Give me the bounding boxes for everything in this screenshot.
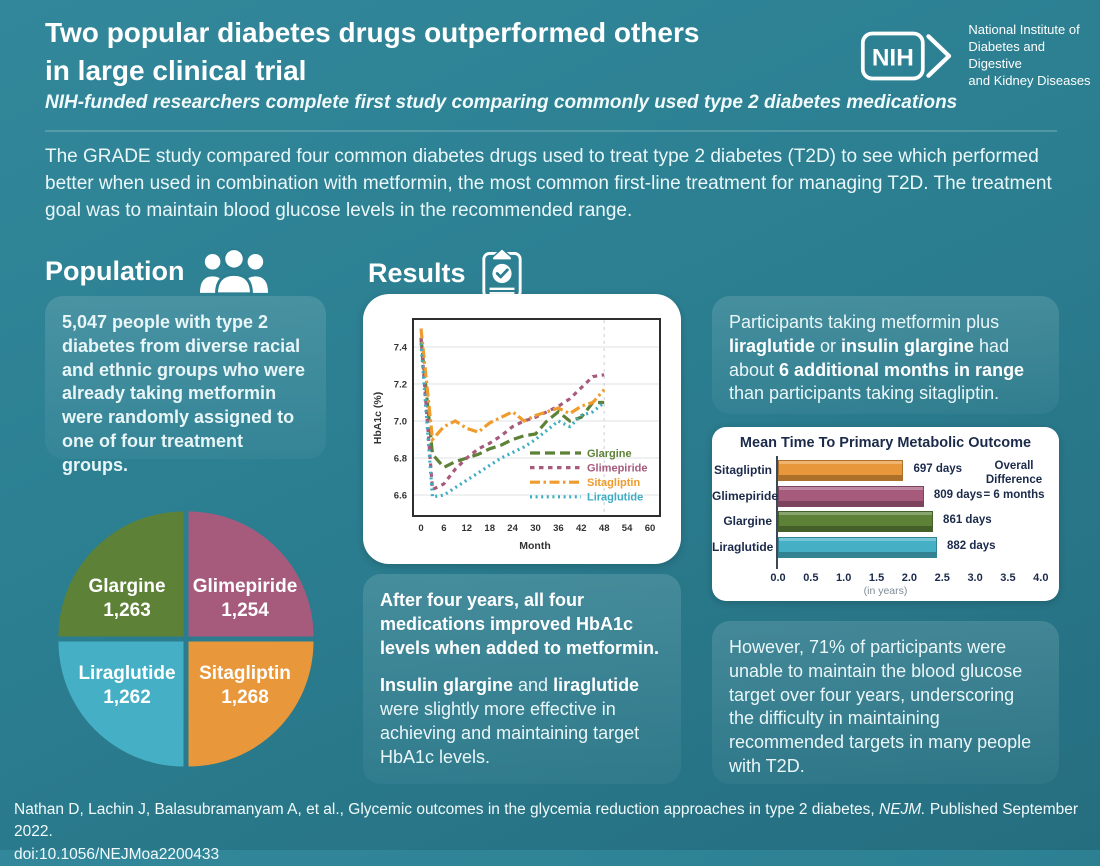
hba1c-line-chart-card: 0 6 12 18 24 30 36 42 48 54 60 6.6 6.8 7.0 7.2 7.4 Month… — [363, 294, 681, 564]
pie-slice-sitagliptin — [188, 641, 314, 767]
bar-x-tick: 2.5 — [934, 572, 950, 584]
pie-slice-liraglutide — [58, 641, 184, 767]
bar-value-sitagliptin: 697 days — [913, 463, 963, 475]
bar-chart-y-axis — [776, 456, 778, 569]
page-title-line1: Two popular diabetes drugs outperformed … — [45, 17, 700, 48]
plot-frame — [412, 318, 661, 517]
bar-chart-x-axis-label: (in years) — [863, 585, 908, 597]
series-glimepiride — [419, 337, 605, 492]
pie-slice-glimepiride — [188, 511, 314, 637]
pie-slice-glargine — [58, 511, 184, 637]
population-heading: Population — [45, 248, 270, 295]
metabolic-outcome-bar-chart-card: Mean Time To Primary Metabolic Outcome O… — [712, 427, 1059, 601]
legend-label: Liraglutide — [587, 492, 643, 504]
bar-x-tick: 4.0 — [1033, 572, 1049, 584]
page-subtitle: NIH-funded researchers complete first st… — [45, 92, 958, 113]
series-liraglutide — [419, 343, 606, 499]
pie-label-glimepiride: Glimepiride 1,254 — [193, 576, 298, 621]
y-tick: 6.8 — [394, 454, 407, 465]
bar-x-tick: 3.5 — [1000, 572, 1016, 584]
months-in-range-box: Participants taking metformin plus lirag… — [712, 296, 1059, 414]
bar-x-tick: 3.0 — [967, 572, 983, 584]
nih-logo-icon: NIH — [860, 31, 952, 81]
population-heading-label: Population — [45, 256, 185, 286]
series-sitagliptin — [419, 328, 606, 444]
results-heading: Results — [368, 246, 524, 301]
header-divider — [45, 130, 1057, 132]
bar-x-tick: 2.0 — [901, 572, 918, 584]
bar-chart-title: Mean Time To Primary Metabolic Outcome — [739, 435, 1032, 451]
bar-x-tick: 1.0 — [836, 572, 852, 584]
hba1c-line-chart: 0 6 12 18 24 30 36 42 48 54 60 6.6 6.8 7.0 7.2 7.4 Month… — [372, 318, 661, 552]
page-title: Two popular diabetes drugs outperformed … — [45, 14, 699, 90]
x-tick: 54 — [622, 523, 633, 534]
y-tick: 6.6 — [394, 491, 407, 502]
pie-label-sitagliptin: Sitagliptin 1,268 — [199, 663, 291, 708]
however-text: However, 71% of participants were unable… — [729, 637, 1032, 776]
svg-text:NIH: NIH — [872, 44, 914, 71]
x-tick: 36 — [553, 523, 564, 534]
series-glargine — [419, 337, 605, 470]
nih-org-name: National Institute of Diabetes and Diges… — [968, 22, 1091, 88]
x-tick: 18 — [484, 523, 495, 534]
x-tick: 6 — [441, 523, 446, 534]
x-axis-label: Month — [519, 540, 551, 552]
bar-glimepiride — [778, 485, 924, 507]
population-description: 5,047 people with type 2 diabetes from d… — [62, 312, 306, 475]
bar-x-tick: 0.0 — [770, 572, 786, 584]
x-tick: 30 — [530, 523, 541, 534]
legend-label: Glargine — [587, 448, 632, 460]
after-four-years-box: After four years, all four medications i… — [363, 574, 681, 784]
x-tick: 0 — [418, 523, 423, 534]
pie-label-liraglutide: Liraglutide 1,262 — [78, 663, 175, 708]
months-in-range-text: Participants taking metformin plus lirag… — [729, 312, 1025, 404]
bar-value-glargine: 861 days — [943, 514, 992, 527]
bar-x-tick: 1.5 — [868, 572, 885, 584]
x-tick: 48 — [599, 523, 610, 534]
page-title-line2: in large clinical trial — [45, 55, 307, 86]
y-axis-label: HbA1c (%) — [372, 392, 384, 445]
citation-line2: doi:10.1056/NEJMoa2200433 — [14, 845, 220, 863]
citation: Nathan D, Lachin J, Balasubramanyam A, e… — [14, 799, 1089, 866]
x-tick: 24 — [507, 523, 518, 534]
y-tick: 7.0 — [394, 417, 407, 428]
after-four-years-p1: After four years, all four medications i… — [380, 590, 660, 658]
clipboard-check-icon — [481, 247, 522, 299]
x-tick: 42 — [576, 523, 587, 534]
people-group-icon — [200, 248, 269, 295]
legend-label: Glimepiride — [587, 462, 648, 474]
however-box: However, 71% of participants were unable… — [712, 621, 1059, 784]
bar-value-glimepiride: 809 days — [933, 488, 983, 501]
bar-sitagliptin — [778, 460, 904, 481]
bar-glargine — [778, 511, 934, 533]
y-tick: 7.4 — [394, 343, 408, 354]
treatment-groups-pie-chart: Glargine 1,263 Glimepiride 1,254 Sitagliptin… — [58, 511, 314, 767]
pie-label-glargine: Glargine 1,263 — [88, 576, 165, 621]
nih-logo: NIH National Institute of Diabetes and D… — [860, 22, 1100, 90]
bar-category-glargine: Glargine — [723, 514, 772, 529]
x-tick: 60 — [645, 523, 656, 534]
after-four-years-p2: Insulin glargine and liraglutide were sl… — [380, 675, 640, 767]
bar-value-liraglutide: 882 days — [946, 540, 996, 553]
population-description-box: 5,047 people with type 2 diabetes from d… — [45, 296, 326, 475]
citation-line1: Nathan D, Lachin J, Balasubramanyam A, e… — [14, 801, 1079, 841]
intro-paragraph: The GRADE study compared four common dia… — [45, 146, 1052, 221]
overall-difference-annotation: Overall Difference = 6 months — [983, 460, 1045, 501]
bar-liraglutide — [778, 537, 937, 559]
bar-category-sitagliptin: Sitagliptin — [714, 463, 772, 477]
bar-category-glimepiride: Glimepiride — [712, 488, 779, 503]
legend-label: Sitagliptin — [587, 477, 640, 489]
results-heading-label: Results — [368, 258, 466, 288]
x-tick: 12 — [462, 523, 473, 534]
bar-x-tick: 0.5 — [803, 572, 819, 584]
y-tick: 7.2 — [394, 380, 407, 391]
bar-category-liraglutide: Liraglutide — [712, 540, 774, 555]
